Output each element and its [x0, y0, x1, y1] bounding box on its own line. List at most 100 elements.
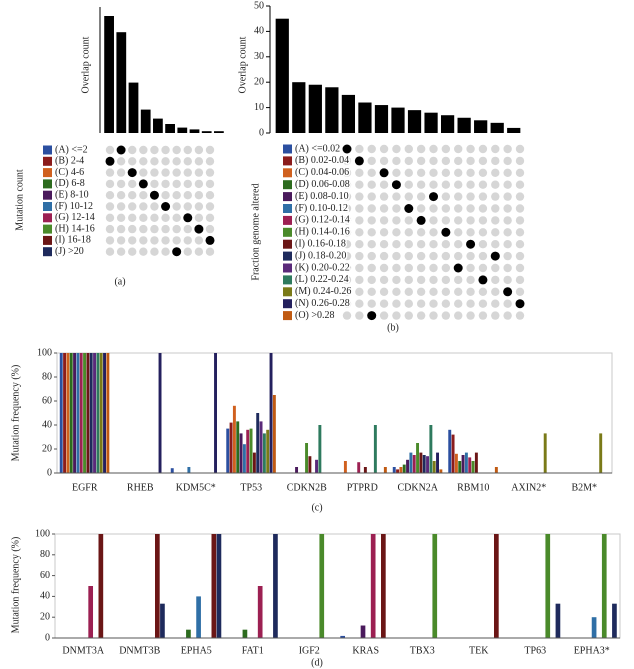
- legend-swatch: [283, 180, 292, 190]
- bar: [432, 461, 436, 473]
- bar: [266, 429, 270, 473]
- matrix-dot: [172, 168, 181, 177]
- matrix-dot: [150, 236, 159, 245]
- x-tick-label: TP53: [240, 482, 262, 493]
- y-tick-label: 40: [40, 591, 50, 602]
- panel-caption: (d): [311, 657, 323, 668]
- bar: [396, 469, 400, 473]
- bar: [73, 353, 77, 473]
- set-label: (G) 12-14: [55, 212, 95, 223]
- matrix-dot: [183, 168, 192, 177]
- matrix-dot: [379, 287, 389, 296]
- y-tick-label: 40: [42, 419, 52, 430]
- matrix-dot: [161, 179, 170, 189]
- bar: [555, 603, 561, 638]
- matrix-dot: [128, 247, 137, 256]
- matrix-dot: [161, 236, 170, 245]
- matrix-dot: [161, 157, 170, 166]
- bar: [439, 469, 443, 473]
- bar: [272, 395, 276, 473]
- bar: [360, 625, 366, 638]
- intersection-dot: [379, 168, 389, 178]
- x-tick-label: FAT1: [242, 645, 264, 656]
- bar: [252, 452, 256, 473]
- matrix-dot: [478, 251, 488, 261]
- bar: [214, 353, 217, 473]
- set-label: (C) 0.04-0.06: [295, 167, 349, 178]
- matrix-dot: [478, 263, 488, 273]
- matrix-dot: [503, 144, 512, 154]
- matrix-dot: [416, 180, 426, 189]
- matrix-dot: [454, 251, 463, 261]
- matrix-dot: [379, 240, 389, 249]
- matrix-dot: [416, 251, 426, 261]
- matrix-dot: [183, 247, 192, 256]
- matrix-dot: [404, 263, 413, 273]
- x-tick-label: DNMT3A: [62, 645, 104, 656]
- legend-swatch: [43, 145, 52, 155]
- matrix-dot: [441, 168, 451, 177]
- bar: [187, 467, 191, 473]
- matrix-dot: [355, 192, 364, 201]
- bar: [262, 433, 266, 473]
- matrix-dot: [515, 287, 525, 296]
- intersection-dot: [138, 179, 148, 189]
- matrix-dot: [367, 275, 376, 285]
- bar: [429, 425, 433, 473]
- matrix-dot: [379, 144, 389, 154]
- matrix-dot: [172, 236, 181, 245]
- matrix-dot: [139, 247, 148, 256]
- matrix-dot: [515, 275, 525, 285]
- matrix-dot: [404, 311, 413, 320]
- matrix-dot: [172, 202, 181, 211]
- bar: [402, 464, 406, 473]
- matrix-dot: [454, 180, 463, 189]
- matrix-dot: [355, 168, 364, 177]
- bar: [419, 452, 423, 473]
- bar: [422, 455, 426, 473]
- matrix-dot: [342, 299, 352, 308]
- matrix-dot: [105, 145, 115, 155]
- x-tick-label: KRAS: [352, 645, 379, 656]
- y-tick-label: 80: [40, 549, 50, 560]
- y-tick-label: 0: [47, 467, 52, 478]
- bar: [104, 16, 114, 133]
- x-tick-label: B2M*: [571, 482, 597, 493]
- set-label: (G) 0.12-0.14: [295, 215, 350, 226]
- matrix-dot: [355, 299, 364, 308]
- bar: [432, 534, 438, 638]
- matrix-dot: [478, 240, 488, 249]
- matrix-dot: [491, 180, 500, 189]
- y-tick-label: 100: [37, 347, 52, 358]
- intersection-dot: [342, 144, 352, 154]
- intersection-dot: [466, 239, 476, 249]
- matrix-dot: [478, 156, 488, 166]
- bar: [128, 82, 139, 133]
- matrix-dot: [429, 251, 438, 261]
- legend-swatch: [43, 224, 52, 234]
- plot-frame: [54, 533, 621, 639]
- bar: [66, 353, 70, 473]
- legend-swatch: [43, 213, 52, 223]
- bar: [457, 117, 471, 133]
- bar: [79, 353, 83, 473]
- bar: [416, 443, 420, 473]
- bar: [591, 617, 597, 638]
- matrix-dot: [139, 157, 148, 166]
- matrix-dot: [139, 145, 148, 155]
- set-axis-label: Mutation count: [14, 169, 25, 231]
- matrix-dot: [367, 180, 376, 189]
- bar: [170, 468, 174, 473]
- bar: [177, 127, 188, 133]
- x-tick-label: CDKN2A: [397, 482, 438, 493]
- matrix-dot: [342, 311, 352, 320]
- matrix-dot: [205, 224, 215, 234]
- matrix-dot: [404, 216, 413, 225]
- matrix-dot: [491, 263, 500, 273]
- legend-swatch: [283, 275, 292, 285]
- intersection-dot: [354, 156, 364, 166]
- matrix-dot: [404, 240, 413, 249]
- intersection-dot: [490, 251, 500, 261]
- matrix-dot: [503, 251, 512, 261]
